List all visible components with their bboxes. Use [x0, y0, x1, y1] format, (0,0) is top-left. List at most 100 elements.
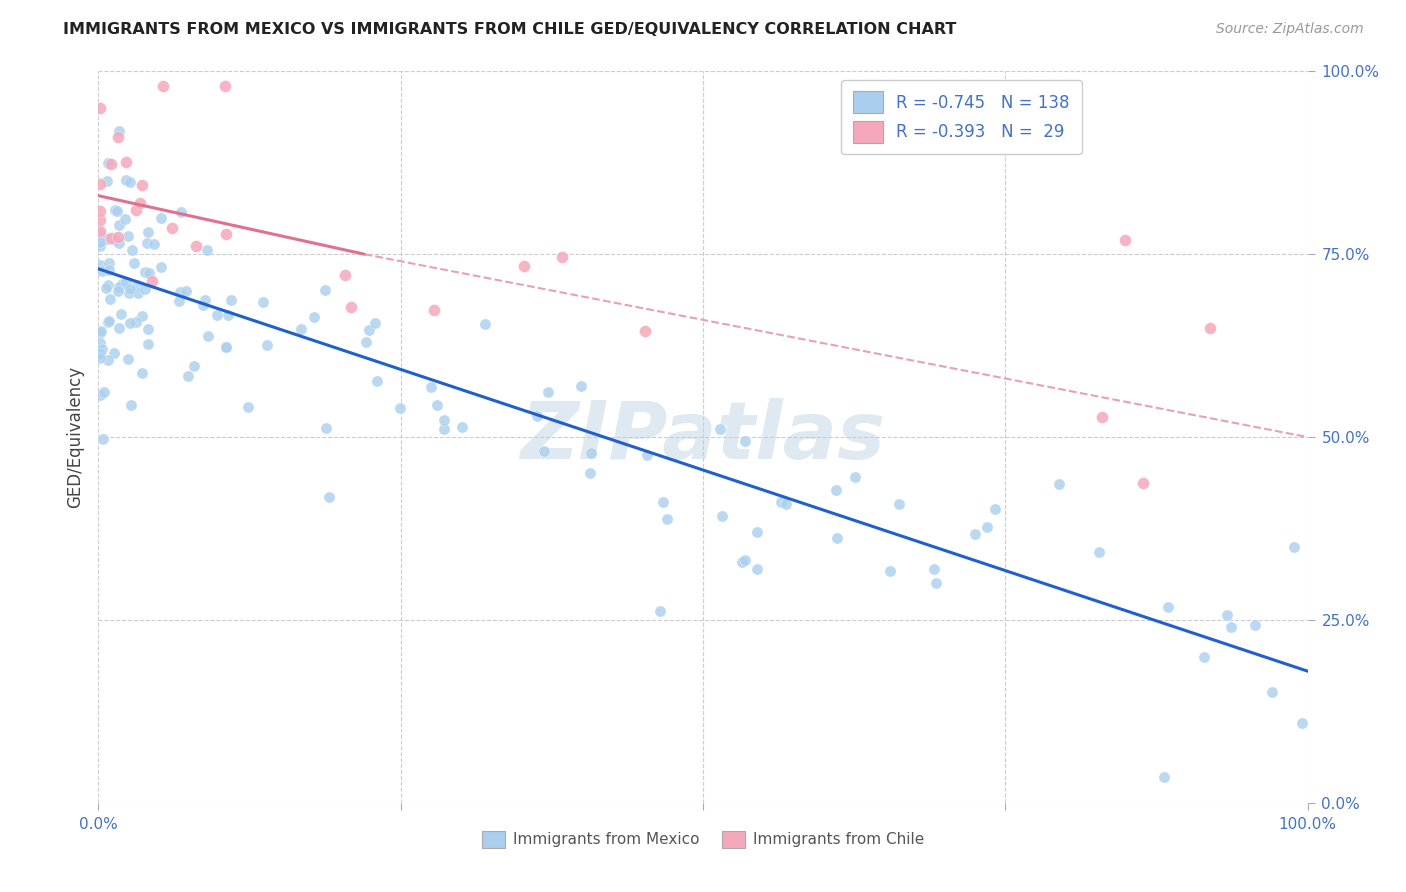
Point [333, 268, 356, 282]
Point [120, 175, 142, 189]
Point [236, 401, 259, 415]
Point [650, 604, 672, 618]
Point [359, 323, 381, 337]
Point [124, 202, 146, 217]
Point [96, 281, 118, 295]
Point [205, 308, 228, 322]
Point [710, 508, 733, 523]
Point [1088, 544, 1111, 558]
Point [108, 279, 131, 293]
Point [366, 374, 388, 388]
Point [89, 101, 111, 115]
Point [96, 173, 118, 187]
Point [252, 295, 274, 310]
Point [513, 259, 536, 273]
Point [98, 263, 121, 277]
Point [214, 78, 236, 93]
Point [89, 204, 111, 219]
Point [217, 308, 239, 322]
Point [256, 338, 278, 352]
Point [879, 565, 901, 579]
Point [167, 294, 190, 309]
Point [125, 315, 148, 329]
Point [120, 282, 142, 296]
Y-axis label: GED/Equivalency: GED/Equivalency [66, 366, 84, 508]
Point [170, 204, 193, 219]
Point [318, 490, 340, 504]
Point [922, 561, 945, 575]
Point [579, 446, 602, 460]
Point [1282, 540, 1305, 554]
Point [131, 178, 153, 192]
Point [107, 284, 129, 298]
Point [89, 239, 111, 253]
Point [1132, 476, 1154, 491]
Point [100, 231, 122, 245]
Point [97, 315, 120, 329]
Point [925, 575, 948, 590]
Point [363, 316, 385, 330]
Point [474, 317, 496, 331]
Point [150, 211, 173, 225]
Point [91, 264, 114, 278]
Point [117, 351, 139, 366]
Point [984, 502, 1007, 516]
Point [103, 346, 125, 360]
Point [824, 483, 846, 497]
Point [136, 321, 159, 335]
Point [636, 448, 658, 462]
Point [89, 326, 111, 340]
Point [197, 329, 219, 343]
Point [97, 278, 120, 293]
Point [770, 495, 793, 509]
Point [1194, 649, 1216, 664]
Point [121, 244, 143, 258]
Point [114, 155, 136, 169]
Point [889, 497, 911, 511]
Point [747, 525, 769, 540]
Point [104, 203, 127, 218]
Point [89, 351, 111, 365]
Point [111, 277, 134, 292]
Point [290, 322, 312, 336]
Point [354, 334, 377, 349]
Point [89, 258, 111, 272]
Point [177, 369, 200, 384]
Point [136, 336, 159, 351]
Text: IMMIGRANTS FROM MEXICO VS IMMIGRANTS FROM CHILE GED/EQUIVALENCY CORRELATION CHAR: IMMIGRANTS FROM MEXICO VS IMMIGRANTS FRO… [63, 22, 956, 37]
Point [89, 235, 111, 250]
Point [340, 300, 363, 314]
Point [1243, 617, 1265, 632]
Point [98, 293, 121, 307]
Point [127, 286, 149, 301]
Text: ZIPatlas: ZIPatlas [520, 398, 886, 476]
Point [215, 340, 238, 354]
Point [97, 314, 120, 328]
Point [110, 307, 132, 321]
Point [104, 233, 127, 247]
Point [117, 229, 139, 244]
Point [89, 336, 111, 351]
Point [389, 401, 412, 415]
Point [844, 470, 866, 484]
Point [125, 277, 148, 292]
Point [578, 466, 600, 480]
Point [131, 309, 153, 323]
Point [143, 237, 166, 252]
Point [537, 384, 560, 399]
Point [433, 422, 456, 436]
Point [709, 422, 731, 436]
Point [184, 239, 207, 253]
Point [315, 421, 337, 435]
Point [105, 203, 128, 218]
Point [141, 274, 163, 288]
Point [107, 129, 129, 144]
Point [423, 302, 446, 317]
Point [89, 345, 111, 359]
Point [169, 285, 191, 299]
Point [120, 398, 142, 412]
Point [136, 225, 159, 239]
Point [734, 553, 756, 567]
Point [96, 232, 118, 246]
Point [93, 385, 115, 400]
